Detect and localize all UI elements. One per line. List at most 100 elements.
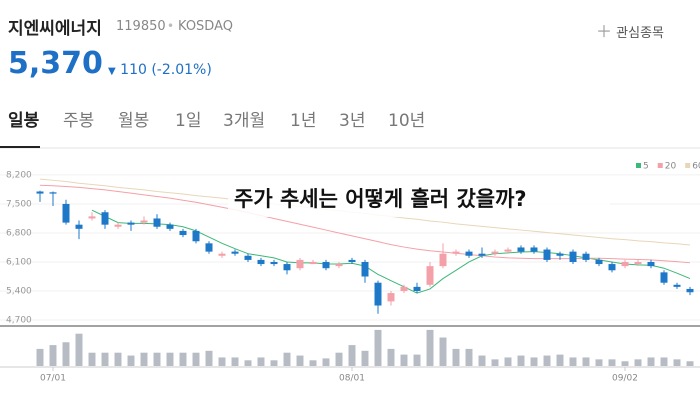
ma-line	[91, 209, 691, 294]
candle-body	[166, 224, 174, 229]
volume-bar	[179, 352, 187, 366]
legend-swatch	[685, 163, 691, 168]
volume-bar	[465, 348, 473, 366]
candle-body	[478, 253, 486, 256]
candle-body	[582, 253, 590, 260]
volume-bar	[49, 345, 57, 366]
y-tick-label: 7,500	[6, 199, 32, 209]
candle-body	[257, 259, 265, 265]
ma-line	[39, 184, 691, 264]
candle-body	[569, 251, 577, 262]
volume-bar	[270, 360, 278, 366]
candle-body	[179, 230, 187, 236]
candle-body	[400, 286, 408, 292]
candle-body	[75, 224, 83, 229]
volume-bar	[218, 357, 226, 366]
volume-bar	[426, 329, 434, 366]
candle-body	[608, 264, 616, 271]
candle-body	[504, 249, 512, 252]
candle-body	[660, 272, 668, 283]
favorite-button[interactable]: ＋ 관심종목	[596, 22, 664, 41]
tab[interactable]: 3개월	[223, 111, 266, 131]
tab[interactable]: 1년	[290, 111, 317, 131]
volume-bar	[114, 352, 122, 366]
candle-body	[426, 266, 434, 285]
volume-bar	[309, 360, 317, 366]
volume-bar	[335, 352, 343, 366]
candle-body	[439, 253, 447, 267]
volume-bar	[75, 333, 83, 366]
x-tick-label: 07/01	[40, 374, 66, 384]
separator: •	[167, 19, 175, 33]
volume-bar	[127, 355, 135, 366]
volume-bar	[569, 357, 577, 366]
tab[interactable]: 10년	[388, 111, 426, 131]
candle-body	[153, 218, 161, 227]
volume-bar	[660, 357, 668, 366]
candle-body	[348, 259, 356, 262]
candle-body	[686, 288, 694, 293]
stock-code: 119850	[116, 19, 166, 34]
candle-body	[595, 259, 603, 265]
volume-bar	[608, 359, 616, 366]
candle-body	[270, 261, 278, 265]
favorite-label[interactable]: 관심종목	[616, 26, 664, 41]
caption-box	[228, 183, 610, 217]
candle-body	[205, 243, 213, 252]
candle-body	[374, 282, 382, 306]
volume-bar	[595, 359, 603, 366]
volume-bar	[101, 352, 109, 366]
market: KOSDAQ	[178, 19, 233, 34]
change-amount: 110	[120, 62, 147, 78]
volume-bar	[413, 354, 421, 366]
y-tick-label: 4,700	[6, 316, 32, 326]
volume-bar	[647, 357, 655, 366]
candle-body	[36, 191, 44, 194]
volume-bar	[478, 355, 486, 366]
volume-bar	[140, 352, 148, 366]
volume-bar	[504, 357, 512, 366]
candle-body	[140, 220, 148, 223]
volume-bar	[374, 329, 382, 366]
tab[interactable]: 주봉	[63, 111, 95, 131]
candle-body	[127, 222, 135, 225]
volume-bar	[673, 359, 681, 366]
candle-body	[114, 224, 122, 227]
candle-body	[647, 261, 655, 267]
volume-bar	[62, 342, 70, 366]
y-tick-label: 5,400	[6, 287, 32, 297]
candle-body	[231, 251, 239, 254]
volume-bar	[257, 357, 265, 366]
volume-bar	[517, 355, 525, 366]
candle-body	[296, 259, 304, 269]
tab[interactable]: 일봉	[8, 111, 40, 131]
candle-body	[62, 203, 70, 223]
candle-body	[465, 251, 473, 256]
volume-bar	[686, 361, 694, 366]
candle-body	[192, 230, 200, 242]
candle-body	[309, 261, 317, 265]
candle-body	[543, 249, 551, 260]
volume-bar	[153, 352, 161, 366]
volume-bar	[491, 359, 499, 366]
volume-bar	[244, 360, 252, 366]
tab[interactable]: 월봉	[118, 111, 150, 131]
volume-bar	[543, 355, 551, 366]
volume-bar	[322, 358, 330, 366]
candle-body	[387, 293, 395, 302]
x-tick-label: 09/02	[612, 374, 638, 384]
legend-label: 60	[692, 162, 700, 172]
legend-swatch	[657, 163, 663, 168]
tab[interactable]: 1일	[175, 111, 202, 131]
candle-body	[452, 251, 460, 254]
candle-body	[413, 286, 421, 292]
volume-bar	[582, 357, 590, 366]
candle-body	[88, 216, 96, 219]
volume-bar	[621, 361, 629, 366]
candle-body	[283, 264, 291, 271]
candle-body	[673, 284, 681, 287]
tab[interactable]: 3년	[339, 111, 366, 131]
candle-body	[491, 251, 499, 254]
